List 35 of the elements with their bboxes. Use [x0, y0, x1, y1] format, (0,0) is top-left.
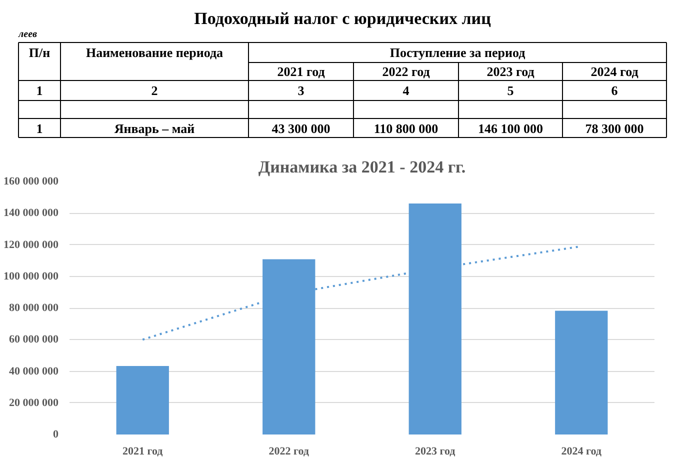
y-tick-label: 60 000 000 [9, 334, 59, 346]
y-tick-label: 160 000 000 [4, 176, 59, 188]
y-tick-label: 20 000 000 [9, 396, 59, 409]
chart-subtitle: Динамика за 2021 - 2024 гг. [258, 158, 466, 176]
text: 5 [507, 83, 514, 98]
y-tick-label: 100 000 000 [4, 270, 59, 282]
text: Наименование периода [86, 45, 224, 60]
category-label: 2021 год [277, 64, 325, 79]
y-tick-label: 80 000 000 [9, 302, 59, 314]
text: 146 100 000 [478, 121, 543, 136]
category-label: 2024 год [590, 64, 638, 79]
text: 78 300 000 [585, 121, 644, 136]
text: 43 300 000 [272, 121, 330, 136]
category-label: 2022 год [382, 64, 430, 79]
text: П/н [28, 45, 51, 60]
x-tick-label: 2021 год [122, 446, 164, 458]
x-tick-label: 2022 год [268, 446, 310, 458]
text: Январь – май [114, 121, 196, 136]
text: 4 [402, 83, 410, 98]
text: леев [18, 29, 38, 40]
text: 3 [298, 83, 305, 98]
text: 1 [36, 121, 43, 136]
text: 6 [611, 83, 618, 98]
text: 1 [36, 83, 43, 98]
y-tick-label: 40 000 000 [9, 365, 59, 378]
text: 2 [151, 83, 158, 98]
x-tick-label: 2024 год [561, 446, 602, 458]
text: 110 800 000 [374, 121, 438, 136]
text: Поступление за период [390, 45, 526, 60]
category-label: 2023 год [486, 64, 534, 79]
x-tick-label: 2023 год [415, 446, 456, 458]
y-tick-label: 140 000 000 [4, 207, 59, 220]
y-tick-label: 0 [53, 428, 59, 440]
chart-title: Подоходный налог с юридических лиц [194, 9, 492, 28]
y-tick-label: 120 000 000 [4, 238, 59, 251]
